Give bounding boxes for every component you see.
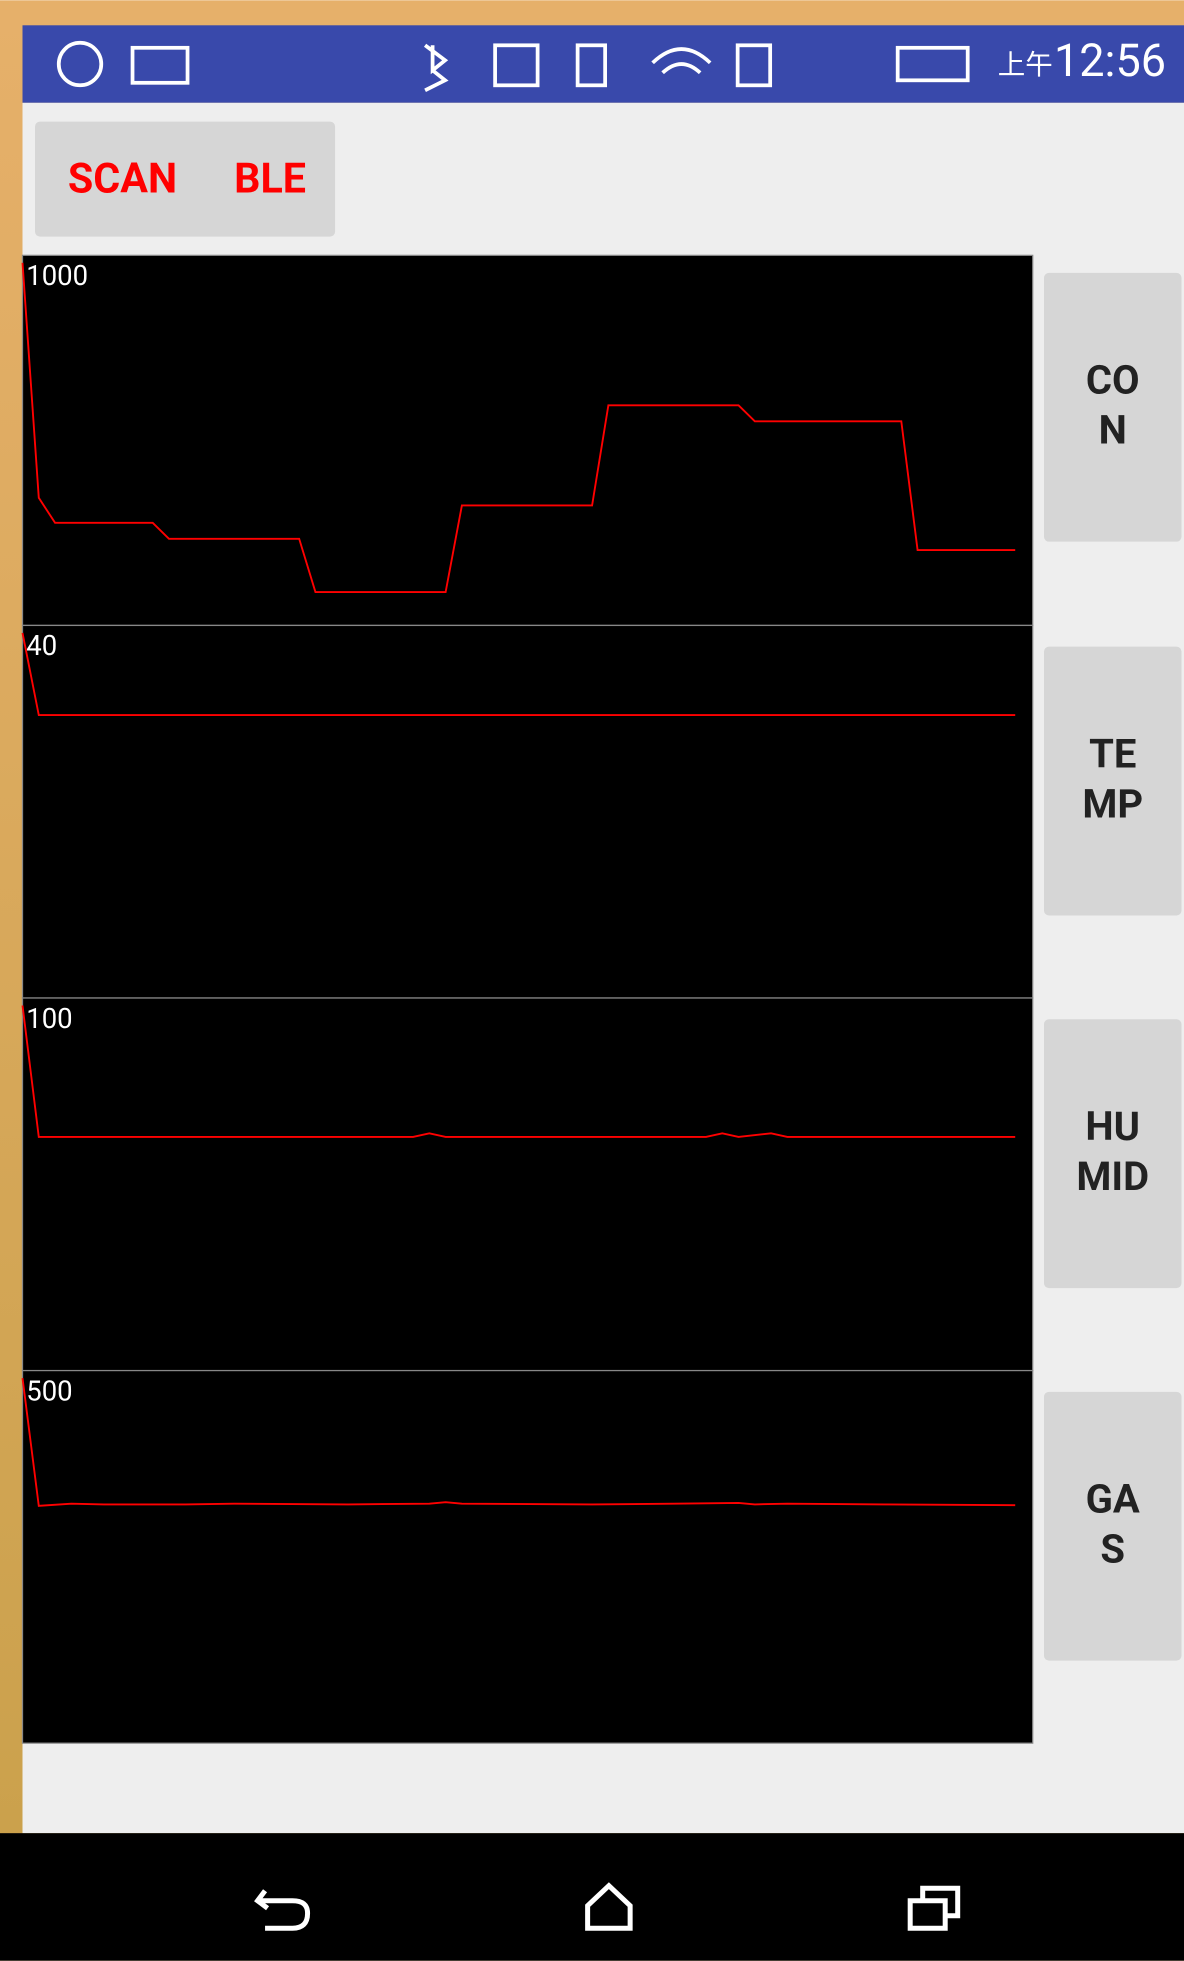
side-button-label[interactable]: HU xyxy=(1085,1103,1140,1150)
chart-panel xyxy=(23,998,1033,1371)
status-ampm: 上午 xyxy=(998,48,1053,81)
y-tick-label: 40 xyxy=(26,629,57,662)
y-tick-label: 500 xyxy=(26,1374,72,1407)
side-button-label[interactable]: N xyxy=(1099,406,1127,453)
status-time: 12:56 xyxy=(1054,34,1166,87)
side-button-label[interactable]: CO xyxy=(1086,356,1140,403)
side-button-label[interactable]: TE xyxy=(1089,730,1136,777)
button-label[interactable]: BLE xyxy=(234,155,306,203)
y-tick-label: 100 xyxy=(26,1002,72,1035)
side-button-label[interactable]: S xyxy=(1100,1525,1125,1572)
button-label[interactable]: SCAN xyxy=(68,155,177,203)
chart-panel xyxy=(23,255,1033,625)
chart-panel xyxy=(23,1371,1033,1744)
page: {"status_bar": {"am_pm": "上午", "time": "… xyxy=(0,0,1184,1961)
side-button-label[interactable]: MP xyxy=(1082,780,1143,827)
y-tick-label: 1000 xyxy=(26,259,88,292)
chart-panel xyxy=(23,625,1033,998)
side-button-label[interactable]: GA xyxy=(1086,1475,1140,1522)
screen: 上午 12:56 SCAN BLE 1000 40 100 500 CON TEMP HUM… xyxy=(0,0,1184,1961)
side-button-label[interactable]: MID xyxy=(1076,1153,1149,1200)
nav-bar xyxy=(0,1833,1184,1961)
scan-button[interactable]: SCAN BLE xyxy=(35,122,335,237)
